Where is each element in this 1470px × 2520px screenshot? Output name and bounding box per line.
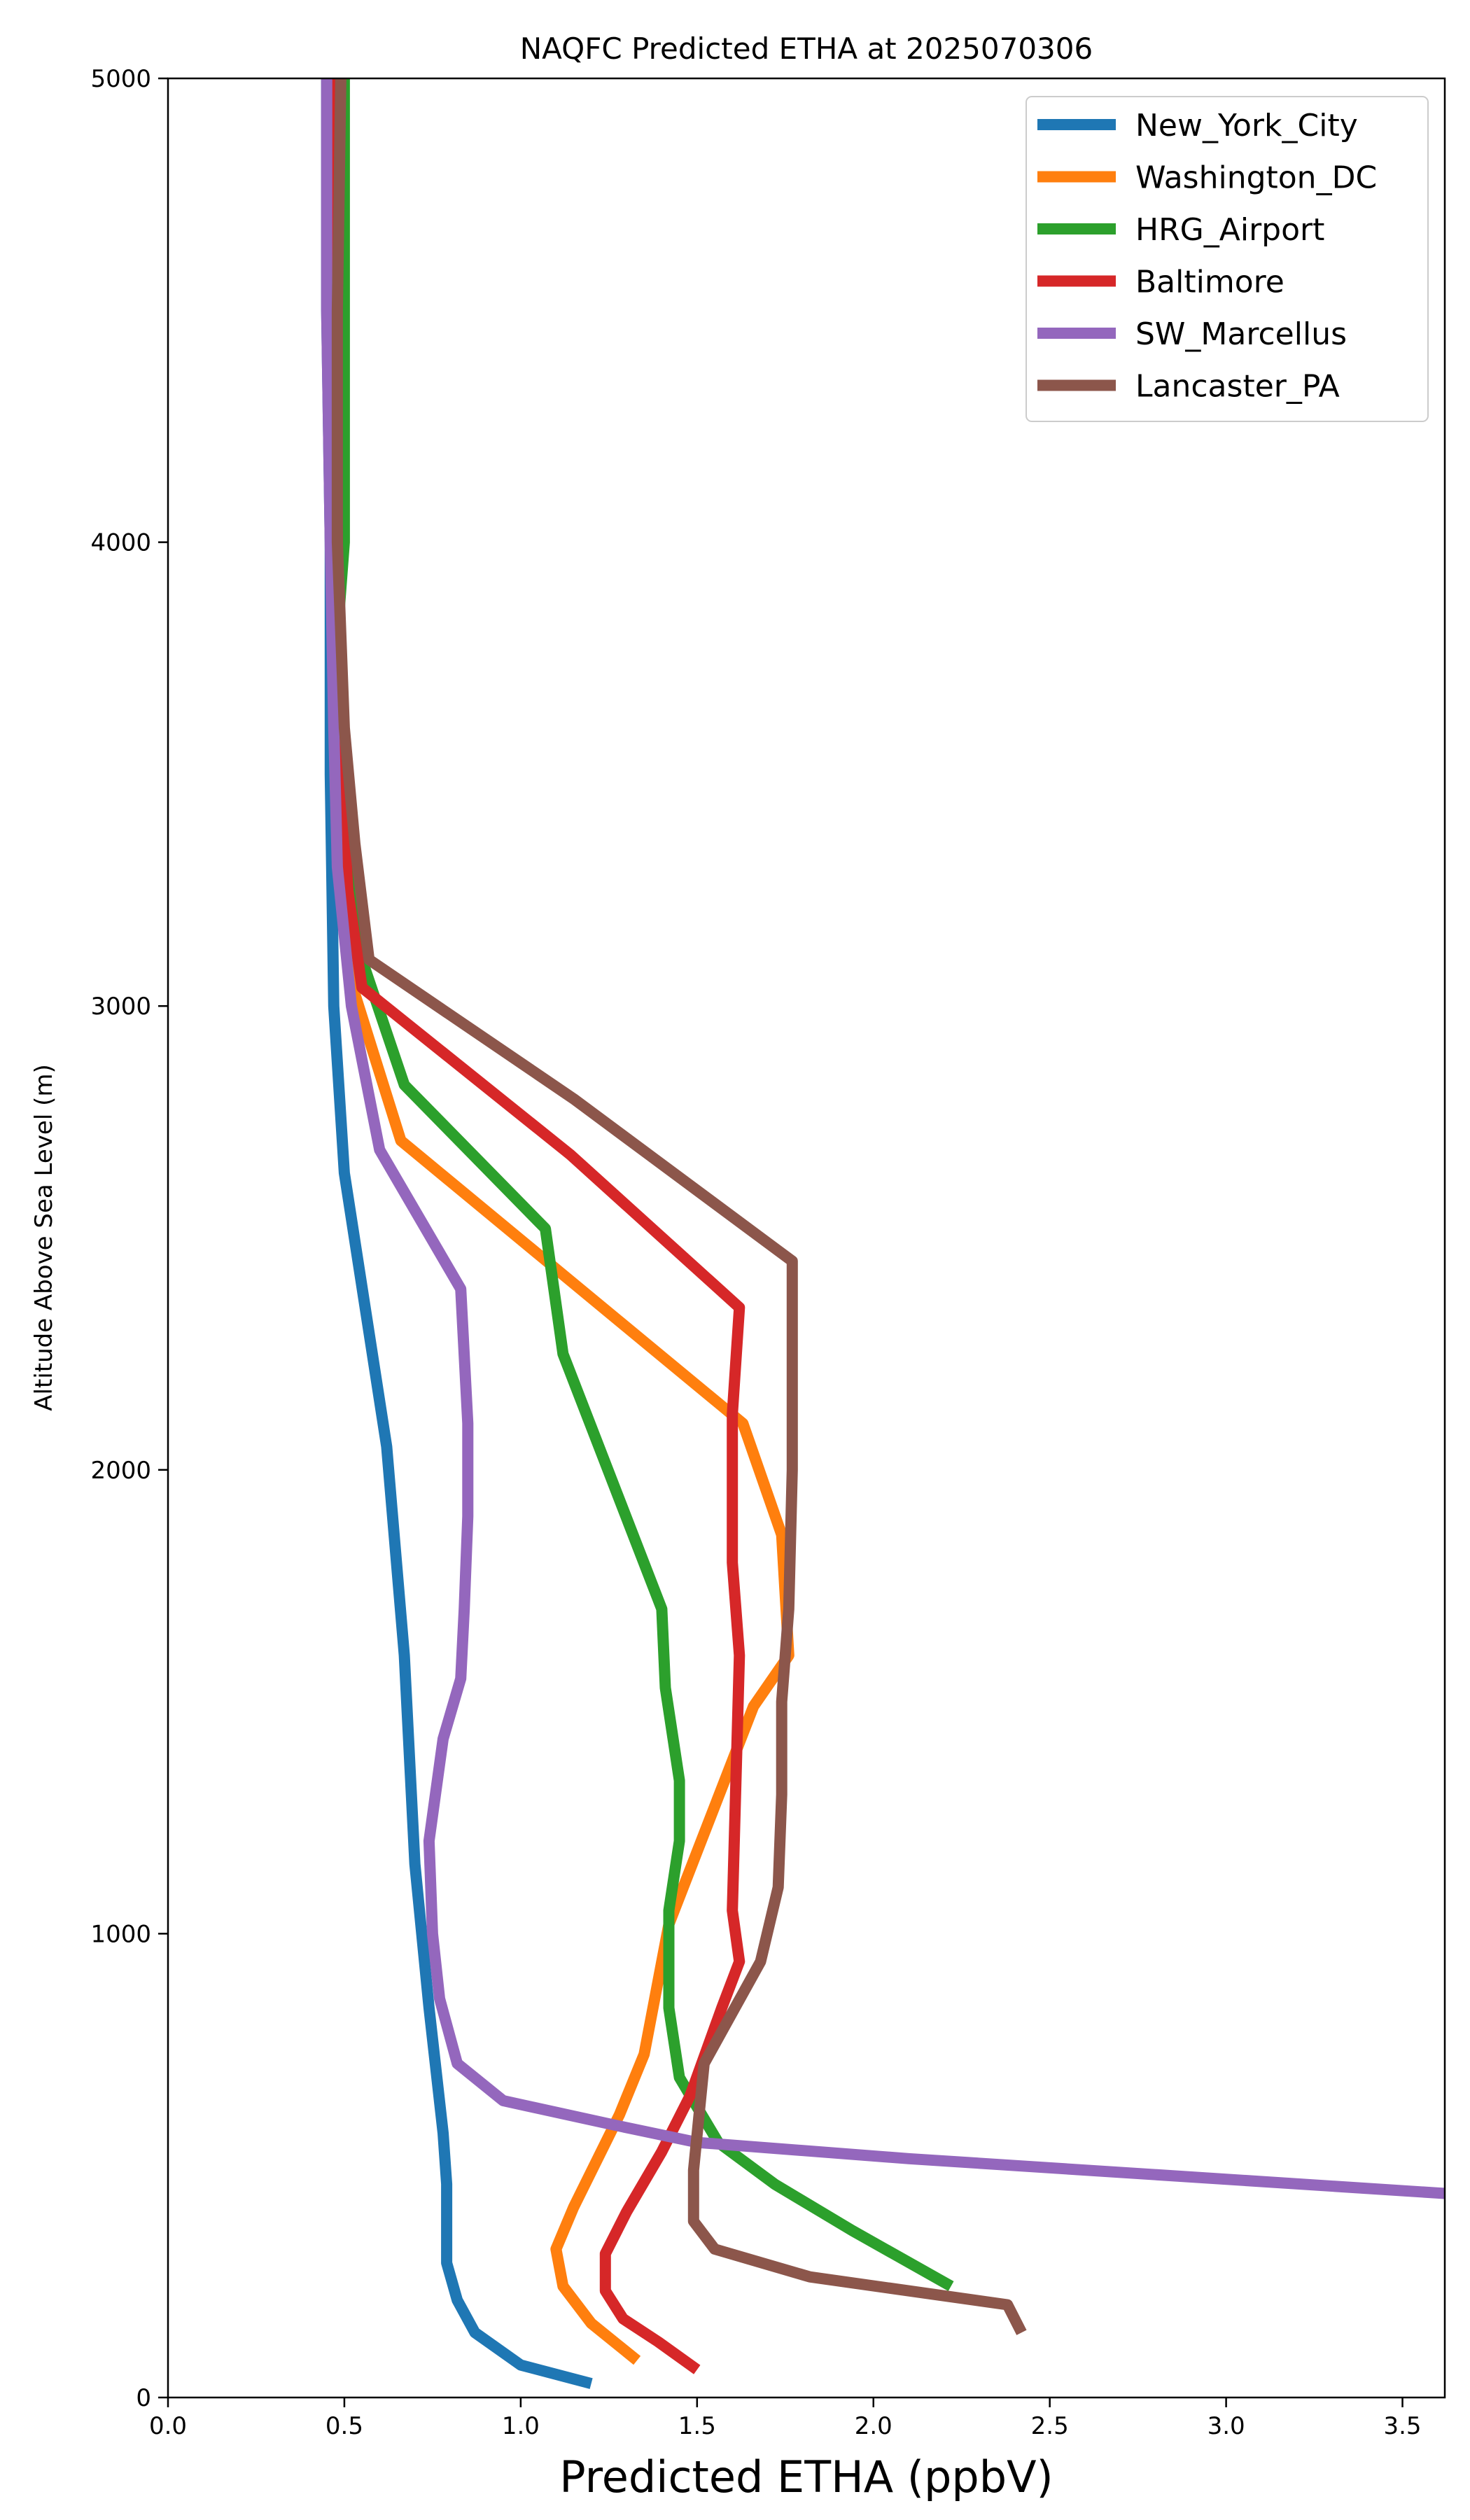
y-tick-label: 4000 bbox=[90, 529, 151, 557]
y-tick-label: 5000 bbox=[90, 65, 151, 93]
chart-title: NAQFC Predicted ETHA at 2025070306 bbox=[520, 31, 1093, 66]
x-tick-label: 0.5 bbox=[326, 2412, 363, 2440]
x-tick-label: 3.5 bbox=[1383, 2412, 1421, 2440]
x-tick-label: 0.0 bbox=[149, 2412, 187, 2440]
legend-label: Washington_DC bbox=[1135, 160, 1377, 196]
series-layer bbox=[321, 78, 1446, 2389]
legend-box bbox=[1026, 96, 1429, 422]
series-line-sw-marcellus bbox=[321, 78, 1446, 2199]
legend-label: Baltimore bbox=[1135, 265, 1284, 300]
legend-label: New_York_City bbox=[1135, 108, 1358, 144]
legend-label: Lancaster_PA bbox=[1135, 369, 1340, 405]
y-tick-label: 2000 bbox=[90, 1457, 151, 1485]
series-line-lancaster-pa bbox=[331, 78, 1027, 2335]
y-axis-label: Altitude Above Sea Level (m) bbox=[30, 1064, 58, 1411]
x-tick-label: 3.0 bbox=[1208, 2412, 1245, 2440]
x-tick-label: 2.5 bbox=[1031, 2412, 1069, 2440]
x-axis-ticks: 0.0 0.5 1.0 1.5 2.0 2.5 3.0 3.5 bbox=[149, 2398, 1422, 2440]
legend: New_York_City Washington_DC HRG_Airport Bal… bbox=[1026, 96, 1429, 422]
legend-items: New_York_City Washington_DC HRG_Airport Bal… bbox=[1037, 108, 1377, 405]
y-axis-ticks: 0 1000 2000 3000 4000 5000 bbox=[90, 65, 168, 2412]
legend-label: HRG_Airport bbox=[1135, 212, 1324, 248]
x-tick-label: 1.0 bbox=[502, 2412, 540, 2440]
plot-background bbox=[168, 78, 1445, 2398]
legend-label: SW_Marcellus bbox=[1135, 316, 1347, 352]
y-tick-label: 3000 bbox=[90, 993, 151, 1021]
y-tick-label: 0 bbox=[136, 2384, 151, 2412]
plot-frame bbox=[167, 77, 1446, 2399]
series-line-baltimore bbox=[328, 78, 746, 2374]
x-tick-label: 1.5 bbox=[678, 2412, 716, 2440]
x-axis-label: Predicted ETHA (ppbV) bbox=[559, 2451, 1053, 2502]
y-tick-label: 1000 bbox=[90, 1920, 151, 1948]
x-tick-label: 2.0 bbox=[855, 2412, 892, 2440]
